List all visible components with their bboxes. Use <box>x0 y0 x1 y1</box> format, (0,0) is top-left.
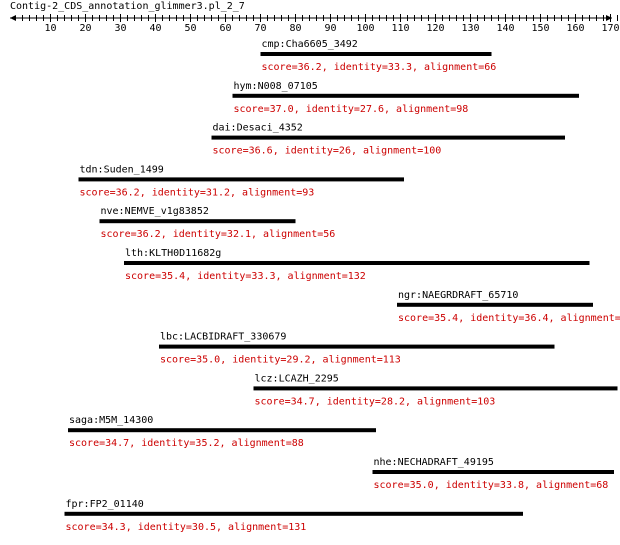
hit-score-label: score=36.2, identity=32.1, alignment=56 <box>101 229 336 240</box>
hit-row: hym:N008_07105 score=37.0, identity=27.6,… <box>232 81 579 115</box>
hit-bar <box>397 302 593 307</box>
hit-name-label: hym:N008_07105 <box>234 81 318 92</box>
hit-score-label: score=35.4, identity=36.4, alignment=55 <box>398 313 620 324</box>
hit-score-label: score=36.2, identity=33.3, alignment=66 <box>262 62 497 73</box>
axis-tick-label: 100 <box>356 23 374 34</box>
axis-tick-label: 10 <box>44 23 56 34</box>
axis-tick-label: 120 <box>426 23 444 34</box>
hit-score-label: score=34.7, identity=35.2, alignment=88 <box>69 438 304 449</box>
hit-score-label: score=37.0, identity=27.6, alignment=98 <box>234 104 469 115</box>
axis-tick-label: 20 <box>79 23 91 34</box>
hit-bar <box>64 511 523 516</box>
hit-bar <box>260 52 492 56</box>
hit-bar <box>159 344 555 349</box>
hit-bar <box>124 261 590 265</box>
hit-bar <box>232 93 579 98</box>
axis-tick-label: 150 <box>531 23 549 34</box>
axis-tick-label: 160 <box>566 23 584 34</box>
hit-score-label: score=36.2, identity=31.2, alignment=93 <box>80 187 315 198</box>
hit-name-label: lth:KLTH0D11682g <box>125 248 221 259</box>
hit-bar <box>253 386 618 391</box>
axis-tick-label: 80 <box>289 23 301 34</box>
hit-row: lbc:LACBIDRAFT_330679 score=35.0, identit… <box>159 332 555 366</box>
hit-row: fpr:FP2_01140 score=34.3, identity=30.5, … <box>64 499 523 533</box>
hit-row: dai:Desaci_4352 score=36.6, identity=26, … <box>211 123 565 157</box>
hit-name-label: saga:M5M_14300 <box>69 415 153 426</box>
hits-list: cmp:Cha6605_3492 score=36.2, identity=33.… <box>64 39 620 533</box>
hit-row: saga:M5M_14300 score=34.7, identity=35.2,… <box>68 415 376 449</box>
hit-bar <box>372 470 614 474</box>
hit-name-label: tdn:Suden_1499 <box>80 164 164 175</box>
hit-row: cmp:Cha6605_3492 score=36.2, identity=33.… <box>260 39 497 73</box>
hit-name-label: nve:NEMVE_v1g83852 <box>101 206 209 217</box>
axis-arrow-right <box>606 15 612 21</box>
hit-name-label: lbc:LACBIDRAFT_330679 <box>160 332 286 343</box>
hit-score-label: score=36.6, identity=26, alignment=100 <box>213 146 442 157</box>
hit-name-label: ngr:NAEGRDRAFT_65710 <box>398 290 518 301</box>
hit-bar <box>99 219 296 224</box>
hit-name-label: nhe:NECHADRAFT_49195 <box>374 457 494 468</box>
axis-tick-label: 130 <box>461 23 479 34</box>
hit-bar <box>211 135 565 140</box>
hit-score-label: score=35.0, identity=29.2, alignment=113 <box>160 355 401 366</box>
hit-score-label: score=35.0, identity=33.8, alignment=68 <box>374 480 609 491</box>
axis-tick-label: 90 <box>324 23 336 34</box>
hit-row: nve:NEMVE_v1g83852 score=36.2, identity=3… <box>99 206 336 240</box>
hit-name-label: lcz:LCAZH_2295 <box>255 373 339 384</box>
hit-row: nhe:NECHADRAFT_49195 score=35.0, identity… <box>372 457 614 491</box>
axis-tick-label: 30 <box>114 23 126 34</box>
hit-score-label: score=34.3, identity=30.5, alignment=131 <box>66 522 307 533</box>
axis-tick-label: 60 <box>219 23 231 34</box>
hit-name-label: fpr:FP2_01140 <box>66 499 144 510</box>
hit-score-label: score=34.7, identity=28.2, alignment=103 <box>255 396 496 407</box>
hit-row: ngr:NAEGRDRAFT_65710 score=35.4, identity… <box>397 290 620 324</box>
axis-tick-label: 170 <box>601 23 619 34</box>
hit-name-label: dai:Desaci_4352 <box>213 123 303 134</box>
hit-name-label: cmp:Cha6605_3492 <box>262 39 358 50</box>
axis-tick-label: 140 <box>496 23 514 34</box>
axis-tick-label: 110 <box>391 23 409 34</box>
hit-score-label: score=35.4, identity=33.3, alignment=132 <box>125 271 366 282</box>
hit-row: lcz:LCAZH_2295 score=34.7, identity=28.2,… <box>253 373 618 407</box>
diagram-title: Contig-2_CDS_annotation_glimmer3.pl_2_7 <box>10 1 245 12</box>
hit-bar <box>68 428 376 433</box>
axis-tick-label: 40 <box>149 23 161 34</box>
hit-bar <box>78 177 404 182</box>
position-axis: 10 20 30 40 50 60 70 80 90 100 110 120 130 140 150 160 1… <box>10 14 620 34</box>
axis-tick-label: 50 <box>184 23 196 34</box>
axis-arrow-left <box>10 15 16 21</box>
axis-tick-label: 70 <box>254 23 266 34</box>
hit-row: tdn:Suden_1499 score=36.2, identity=31.2,… <box>78 164 404 198</box>
hit-row: lth:KLTH0D11682g score=35.4, identity=33.… <box>124 248 590 282</box>
